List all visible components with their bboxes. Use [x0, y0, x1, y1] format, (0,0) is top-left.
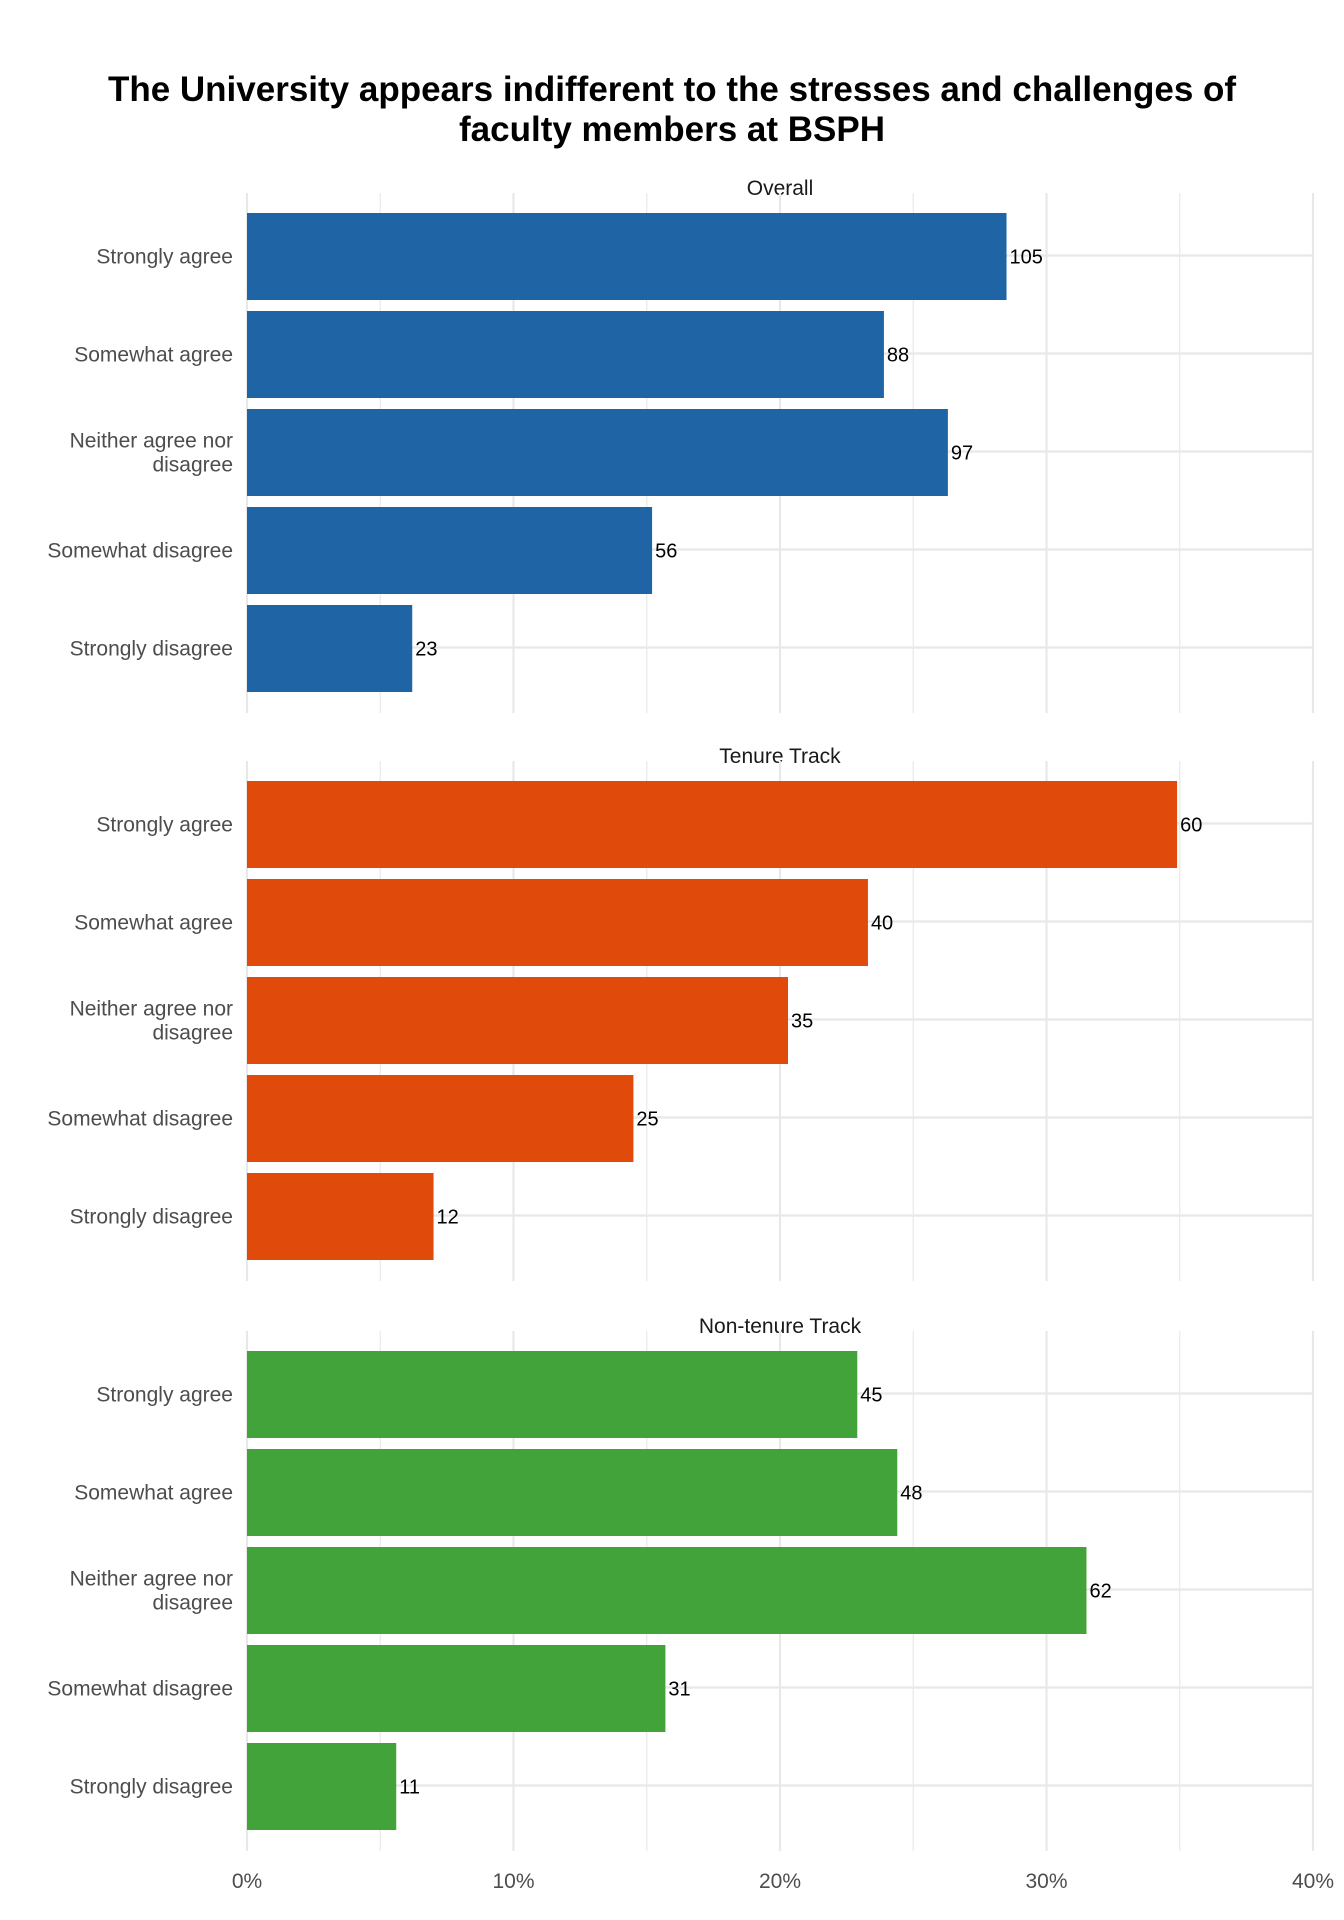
- value-label-non-tenure-track-2: 62: [1089, 1581, 1111, 1603]
- value-label-overall-4: 23: [415, 639, 437, 661]
- category-label-non-tenure-track-3: Somewhat disagree: [47, 1678, 233, 1701]
- category-label-overall-1: Somewhat agree: [74, 344, 233, 367]
- bar-non-tenure-track-3: [247, 1645, 666, 1732]
- category-label-tenure-track-2: Neither agree nor: [70, 998, 233, 1021]
- category-label-overall-2: Neither agree nor: [70, 430, 233, 453]
- bar-overall-0: [247, 213, 1007, 300]
- chart-title-line-1: The University appears indifferent to th…: [107, 70, 1237, 109]
- bar-overall-1: [247, 311, 884, 398]
- x-tick-label-1: 10%: [492, 1870, 534, 1893]
- value-label-non-tenure-track-1: 48: [900, 1483, 922, 1505]
- category-label-non-tenure-track-1: Somewhat agree: [74, 1482, 233, 1505]
- category-label-tenure-track-1: Somewhat agree: [74, 912, 233, 935]
- bar-tenure-track-0: [247, 781, 1178, 868]
- x-tick-label-0: 0%: [232, 1870, 262, 1893]
- bar-overall-2: [247, 409, 948, 496]
- value-label-tenure-track-4: 12: [437, 1207, 459, 1229]
- bar-non-tenure-track-4: [247, 1743, 397, 1830]
- value-label-overall-3: 56: [655, 541, 677, 563]
- category-label-non-tenure-track-4: Strongly disagree: [70, 1776, 233, 1799]
- category-label-non-tenure-track-2: disagree: [152, 1592, 233, 1615]
- bar-non-tenure-track-2: [247, 1547, 1087, 1634]
- panel-label-overall: Overall: [747, 177, 814, 200]
- bar-tenure-track-4: [247, 1173, 434, 1260]
- value-label-tenure-track-1: 40: [871, 913, 893, 935]
- x-tick-label-3: 30%: [1025, 1870, 1067, 1893]
- category-label-tenure-track-4: Strongly disagree: [70, 1206, 233, 1229]
- value-label-overall-1: 88: [887, 345, 909, 367]
- bar-overall-3: [247, 507, 653, 594]
- bar-non-tenure-track-0: [247, 1351, 858, 1438]
- value-label-overall-0: 105: [1010, 247, 1043, 269]
- category-label-tenure-track-2: disagree: [152, 1022, 233, 1045]
- bar-non-tenure-track-1: [247, 1449, 898, 1536]
- bar-overall-4: [247, 605, 413, 692]
- value-label-tenure-track-0: 60: [1180, 815, 1202, 837]
- panel-label-non-tenure-track: Non-tenure Track: [699, 1315, 862, 1338]
- chart-title: The University appears indifferent to th…: [0, 70, 1344, 150]
- x-tick-label-2: 20%: [759, 1870, 801, 1893]
- category-label-overall-2: disagree: [152, 454, 233, 477]
- value-label-overall-2: 97: [951, 443, 973, 465]
- value-label-non-tenure-track-0: 45: [860, 1385, 882, 1407]
- value-label-tenure-track-2: 35: [791, 1011, 813, 1033]
- value-label-tenure-track-3: 25: [636, 1109, 658, 1131]
- bar-tenure-track-1: [247, 879, 868, 966]
- bar-tenure-track-3: [247, 1075, 634, 1162]
- chart-title-line-2: faculty members at BSPH: [459, 110, 885, 149]
- category-label-overall-0: Strongly agree: [96, 246, 233, 269]
- value-label-non-tenure-track-4: 11: [399, 1777, 420, 1799]
- category-label-non-tenure-track-2: Neither agree nor: [70, 1568, 233, 1591]
- category-label-overall-3: Somewhat disagree: [47, 540, 233, 563]
- category-label-non-tenure-track-0: Strongly agree: [96, 1384, 233, 1407]
- bar-tenure-track-2: [247, 977, 788, 1064]
- panel-label-tenure-track: Tenure Track: [719, 745, 841, 768]
- x-tick-label-4: 40%: [1292, 1870, 1334, 1893]
- category-label-overall-4: Strongly disagree: [70, 638, 233, 661]
- value-label-non-tenure-track-3: 31: [668, 1679, 690, 1701]
- category-label-tenure-track-3: Somewhat disagree: [47, 1108, 233, 1131]
- category-label-tenure-track-0: Strongly agree: [96, 814, 233, 837]
